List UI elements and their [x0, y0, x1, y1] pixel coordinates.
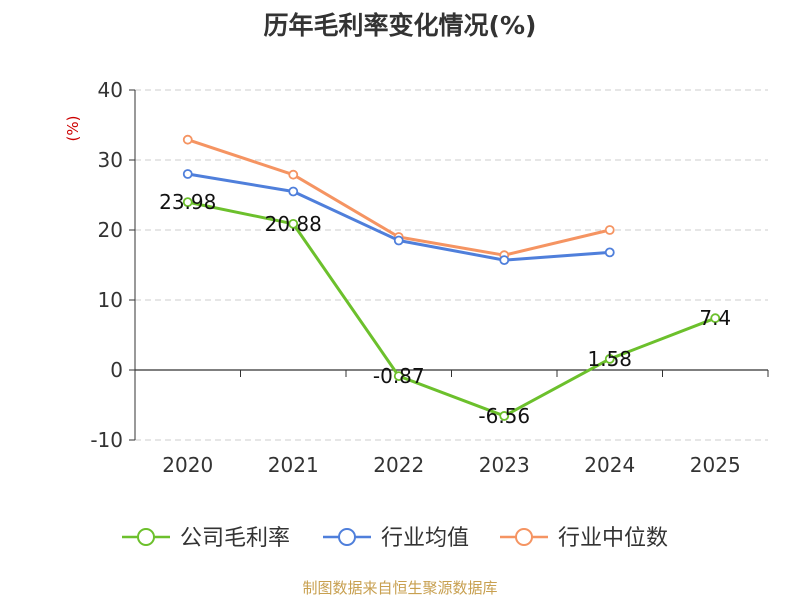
data-point[interactable] [288, 218, 299, 229]
data-point[interactable] [710, 313, 721, 324]
legend-marker [137, 528, 155, 546]
data-label: 20.88 [265, 212, 322, 236]
data-point[interactable] [182, 197, 193, 208]
legend-item[interactable]: 行业中位数 [500, 526, 668, 551]
x-tick-label: 2020 [162, 453, 213, 477]
legend[interactable]: 公司毛利率 行业均值 行业中位数 [122, 526, 668, 551]
legend-label: 公司毛利率 [180, 526, 290, 551]
x-tick-label: 2021 [268, 453, 319, 477]
grid-layer [135, 89, 768, 441]
y-tick-label: 0 [110, 358, 123, 382]
x-tick-label: 2025 [690, 453, 741, 477]
legend-label: 行业均值 [381, 526, 469, 551]
axis-layer: -10 0 10 20 30 40 (%) 2020 2021 2022 2023 2024 2025 [64, 78, 769, 477]
data-label: 7.4 [699, 306, 731, 330]
data-label-layer: 23.98 20.88 -0.87 -6.56 1.58 7.4 [159, 190, 731, 428]
legend-marker [338, 528, 356, 546]
y-tick-label: -10 [90, 428, 123, 452]
data-point[interactable] [393, 235, 404, 246]
series-line [187, 172, 610, 262]
y-tick-label: 40 [98, 78, 123, 102]
y-tick-label: 30 [98, 148, 123, 172]
data-point[interactable] [288, 186, 299, 197]
data-label: -6.56 [478, 404, 530, 428]
x-tick-label: 2023 [479, 453, 530, 477]
y-tick-label: 20 [98, 218, 123, 242]
legend-item[interactable]: 行业均值 [323, 526, 469, 551]
x-tick-label: 2022 [373, 453, 424, 477]
data-point[interactable] [499, 255, 510, 266]
legend-marker [515, 528, 533, 546]
data-label: -0.87 [373, 364, 425, 388]
source-note: 制图数据来自恒生聚源数据库 [302, 579, 498, 597]
legend-label: 行业中位数 [558, 526, 668, 551]
data-point[interactable] [393, 371, 404, 381]
data-point[interactable] [182, 169, 193, 179]
series-line [187, 200, 716, 418]
data-point[interactable] [604, 225, 615, 235]
data-label: 1.58 [587, 347, 632, 371]
data-point[interactable] [604, 247, 615, 258]
data-point[interactable] [604, 354, 615, 364]
data-point[interactable] [499, 411, 510, 421]
y-axis-title: (%) [64, 116, 82, 142]
legend-item[interactable]: 公司毛利率 [122, 526, 290, 551]
x-tick-label: 2024 [584, 453, 635, 477]
data-label: 23.98 [159, 190, 216, 214]
series-layer [182, 134, 721, 421]
data-point[interactable] [288, 169, 299, 180]
data-point[interactable] [182, 134, 193, 145]
chart-title: 历年毛利率变化情况(%) [263, 11, 537, 40]
y-tick-label: 10 [98, 288, 123, 312]
